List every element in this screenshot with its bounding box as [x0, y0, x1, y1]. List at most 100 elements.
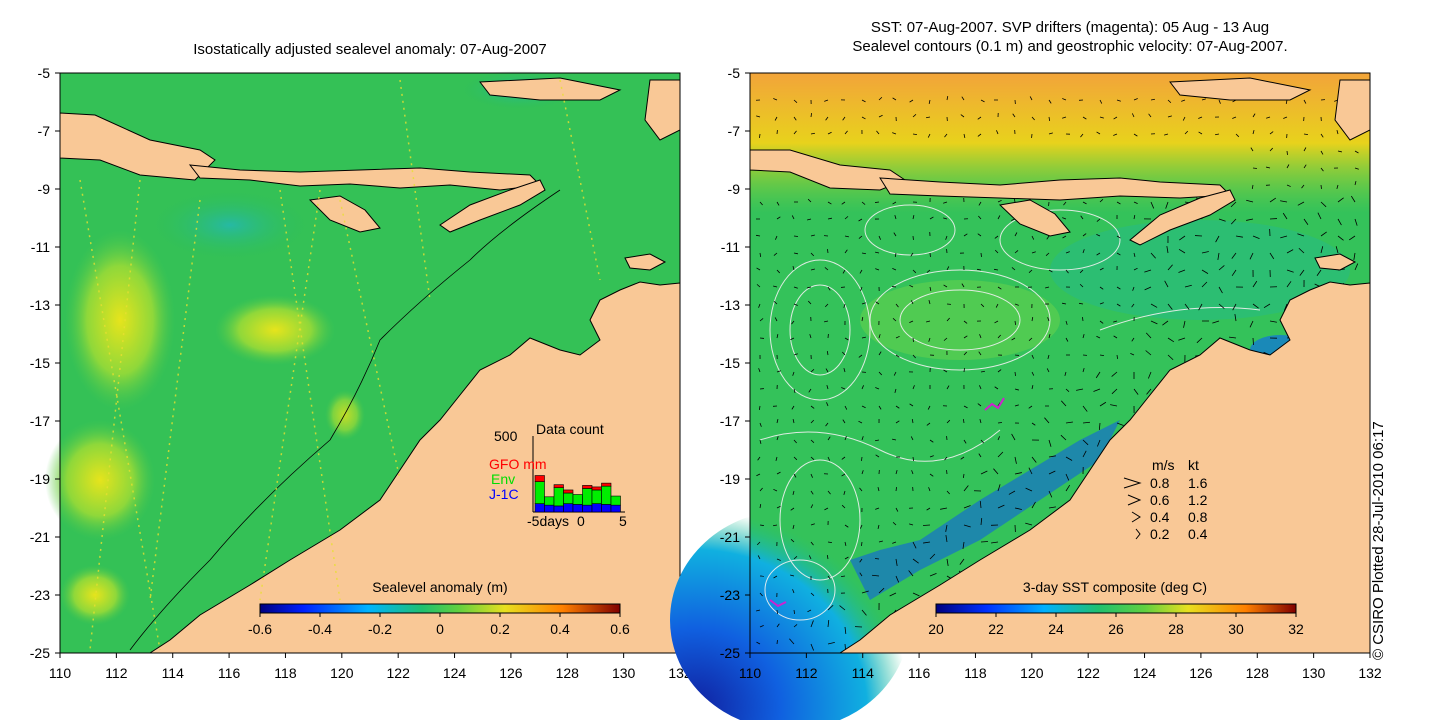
- velocity-arrow: [861, 302, 866, 305]
- velocity-arrow: [1012, 113, 1016, 118]
- sealevel-contours: [759, 204, 1261, 621]
- velocity-arrow: [926, 507, 931, 511]
- velocity-key-ms: 0.8: [1150, 475, 1170, 491]
- x-tick-label: 110: [739, 665, 762, 681]
- x-tick-label: 120: [1020, 665, 1044, 681]
- velocity-arrow: [994, 249, 999, 254]
- velocity-arrow: [790, 337, 795, 341]
- velocity-arrow: [793, 439, 797, 444]
- velocity-arrow: [1080, 215, 1084, 220]
- inset-bar-segment: [563, 492, 574, 504]
- y-tick-label: -25: [720, 645, 740, 661]
- velocity-arrow: [892, 132, 897, 135]
- velocity-arrow: [1045, 252, 1050, 256]
- velocity-arrow: [912, 269, 917, 274]
- y-tick-label: -9: [728, 181, 741, 197]
- velocity-arrow: [877, 524, 880, 529]
- velocity-arrow: [793, 456, 798, 461]
- velocity-arrow: [1062, 217, 1067, 220]
- velocity-arrow: [1048, 269, 1053, 273]
- velocity-arrow: [963, 351, 968, 356]
- velocity-arrow: [1093, 388, 1101, 392]
- velocity-arrow: [826, 385, 829, 390]
- inset-x-label-zero: 0: [577, 513, 585, 529]
- y-tick-label: -25: [30, 645, 50, 661]
- velocity-arrow: [1320, 246, 1324, 254]
- velocity-arrow: [1320, 167, 1324, 172]
- velocity-arrow: [1065, 320, 1068, 325]
- velocity-arrow: [1282, 212, 1288, 220]
- velocity-arrow: [825, 368, 829, 373]
- velocity-arrow: [776, 558, 781, 561]
- y-tick-label: -7: [728, 123, 741, 139]
- velocity-arrow: [842, 116, 846, 121]
- velocity-arrow: [793, 624, 798, 628]
- velocity-arrow: [871, 574, 880, 577]
- y-tick-label: -11: [721, 239, 740, 255]
- velocity-arrow: [946, 317, 950, 322]
- inset-bar-segment: [563, 489, 574, 494]
- velocity-arrow: [1011, 433, 1016, 441]
- velocity-arrow: [808, 388, 812, 393]
- velocity-arrow: [756, 284, 761, 288]
- velocity-arrow: [776, 216, 781, 220]
- velocity-arrow: [841, 387, 846, 390]
- velocity-arrow: [861, 470, 864, 475]
- velocity-arrow: [912, 114, 917, 118]
- x-tick-label: 110: [49, 665, 72, 681]
- colorbar-tick-label: 0: [436, 621, 444, 637]
- velocity-arrow: [792, 524, 795, 529]
- velocity-arrow: [1065, 456, 1073, 461]
- velocity-arrow: [1354, 181, 1357, 186]
- velocity-arrow: [775, 235, 778, 240]
- y-tick-label: -13: [720, 297, 740, 313]
- velocity-arrow: [929, 439, 934, 443]
- velocity-arrow: [827, 541, 833, 544]
- velocity-arrow: [912, 456, 914, 462]
- velocity-arrow: [994, 386, 999, 390]
- velocity-arrow: [1028, 405, 1033, 409]
- velocity-arrow: [997, 504, 1005, 509]
- velocity-arrow: [776, 436, 779, 441]
- velocity-arrow: [978, 453, 982, 458]
- inset-bar-segment: [582, 488, 593, 506]
- inset-bar-segment: [610, 504, 621, 513]
- velocity-arrow: [959, 558, 965, 565]
- velocity-arrow: [1060, 400, 1067, 407]
- velocity-arrow: [1065, 421, 1073, 424]
- velocity-arrow: [912, 354, 916, 359]
- velocity-arrow: [1150, 252, 1156, 259]
- velocity-arrow: [910, 252, 914, 257]
- velocity-arrow: [1046, 368, 1050, 373]
- velocity-arrow: [1062, 116, 1067, 119]
- colorbar-tick-label: 32: [1288, 621, 1304, 637]
- velocity-arrow: [858, 420, 863, 424]
- velocity-arrow: [810, 643, 815, 651]
- velocity-arrow: [980, 99, 985, 103]
- velocity-arrow: [773, 285, 778, 288]
- velocity-arrow: [875, 454, 880, 458]
- x-tick-label: 118: [964, 665, 987, 681]
- inset-bar-segment: [572, 504, 583, 513]
- velocity-arrow: [810, 523, 815, 526]
- velocity-arrow: [1146, 388, 1152, 395]
- velocity-arrow: [980, 541, 989, 543]
- velocity-arrow: [1348, 235, 1356, 241]
- velocity-arrow: [1230, 218, 1237, 225]
- velocity-arrow: [1095, 371, 1101, 379]
- velocity-arrow: [928, 300, 931, 305]
- velocity-arrow: [861, 336, 866, 339]
- velocity-arrow: [1354, 167, 1359, 170]
- velocity-arrow: [1335, 246, 1339, 254]
- velocity-arrow: [1229, 336, 1237, 339]
- velocity-arrow: [1350, 195, 1356, 203]
- velocity-arrow: [878, 334, 881, 339]
- right-x-axis: 110 112 114 116 118 120 122 124 126 128 130 132: [739, 653, 1382, 681]
- velocity-arrow: [1183, 320, 1186, 328]
- velocity-arrow: [1096, 218, 1101, 222]
- velocity-arrow: [908, 570, 914, 577]
- velocity-key-ms: 0.2: [1150, 526, 1170, 542]
- velocity-arrow: [929, 573, 937, 577]
- right-title-line1: SST: 07-Aug-2007. SVP drifters (magenta)…: [870, 19, 1270, 36]
- right-map: 110 112 114 116 118 120 122 124 126 128 130 132 -5-…: [670, 65, 1382, 720]
